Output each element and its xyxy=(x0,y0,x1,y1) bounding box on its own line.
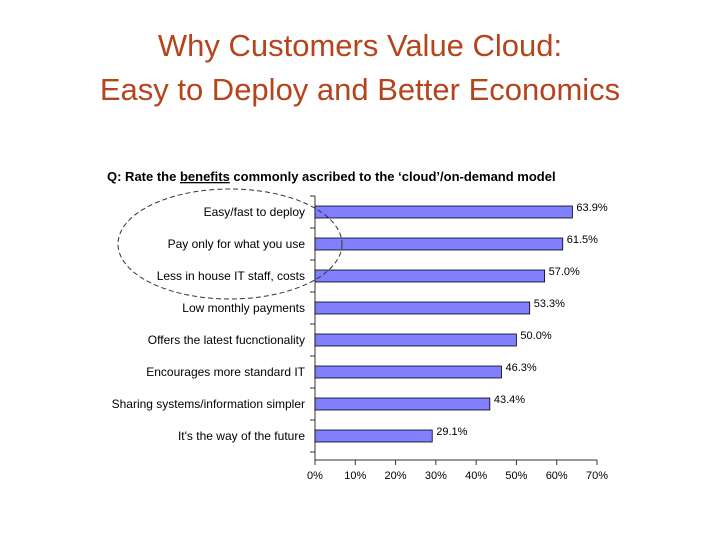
category-label: Less in house IT staff, costs xyxy=(157,269,305,283)
category-label: It's the way of the future xyxy=(178,429,305,443)
bar xyxy=(314,397,491,411)
x-tick-label: 30% xyxy=(425,470,447,482)
value-labels: 63.9% 61.5% 57.0% 53.3% 50.0% 46.3% 43.4% 29.1% xyxy=(436,202,608,438)
x-tick-label: 20% xyxy=(385,470,407,482)
category-label: Sharing systems/information simpler xyxy=(112,397,305,411)
bar xyxy=(314,429,433,443)
chart-axes xyxy=(310,195,597,461)
x-tick-label: 40% xyxy=(465,470,487,482)
bar xyxy=(314,205,573,219)
value-label: 46.3% xyxy=(506,362,537,374)
value-label: 29.1% xyxy=(436,426,467,438)
value-label: 43.4% xyxy=(494,394,525,406)
x-tick-label: 10% xyxy=(344,470,366,482)
slide-title-line-2: Easy to Deploy and Better Economics xyxy=(99,72,621,107)
value-label: 53.3% xyxy=(534,298,565,310)
bar xyxy=(314,269,546,283)
bar xyxy=(314,365,502,379)
question-emphasis: benefits xyxy=(180,169,230,184)
category-label: Offers the latest fucnctionality xyxy=(148,333,305,347)
slide-title-line-1: Why Customers Value Cloud: xyxy=(157,28,563,63)
category-label: Low monthly payments xyxy=(182,301,305,315)
value-label: 61.5% xyxy=(567,234,598,246)
x-tick-label: 50% xyxy=(505,470,527,482)
value-label: 50.0% xyxy=(520,330,551,342)
category-labels: Easy/fast to deploy Pay only for what you… xyxy=(112,205,306,443)
bar xyxy=(314,333,517,347)
highlight-ellipse xyxy=(117,188,343,300)
category-label: Pay only for what you use xyxy=(168,237,306,251)
x-tick-labels: 0% 10% 20% 30% 40% 50% 60% 70% xyxy=(307,460,608,482)
category-label: Encourages more standard IT xyxy=(146,365,305,379)
category-label: Easy/fast to deploy xyxy=(204,205,305,219)
question-prefix: Q: Rate the xyxy=(107,169,180,184)
x-tick-label: 60% xyxy=(546,470,568,482)
chart-question: Q: Rate the benefits commonly ascribed t… xyxy=(107,169,556,184)
bar xyxy=(314,237,564,251)
value-label: 63.9% xyxy=(576,202,607,214)
bar xyxy=(314,301,531,315)
chart-bars xyxy=(314,205,573,443)
question-suffix: commonly ascribed to the ‘cloud’/on-dema… xyxy=(230,169,556,184)
value-label: 57.0% xyxy=(549,266,580,278)
x-tick-label: 0% xyxy=(307,470,323,482)
x-tick-label: 70% xyxy=(586,470,608,482)
